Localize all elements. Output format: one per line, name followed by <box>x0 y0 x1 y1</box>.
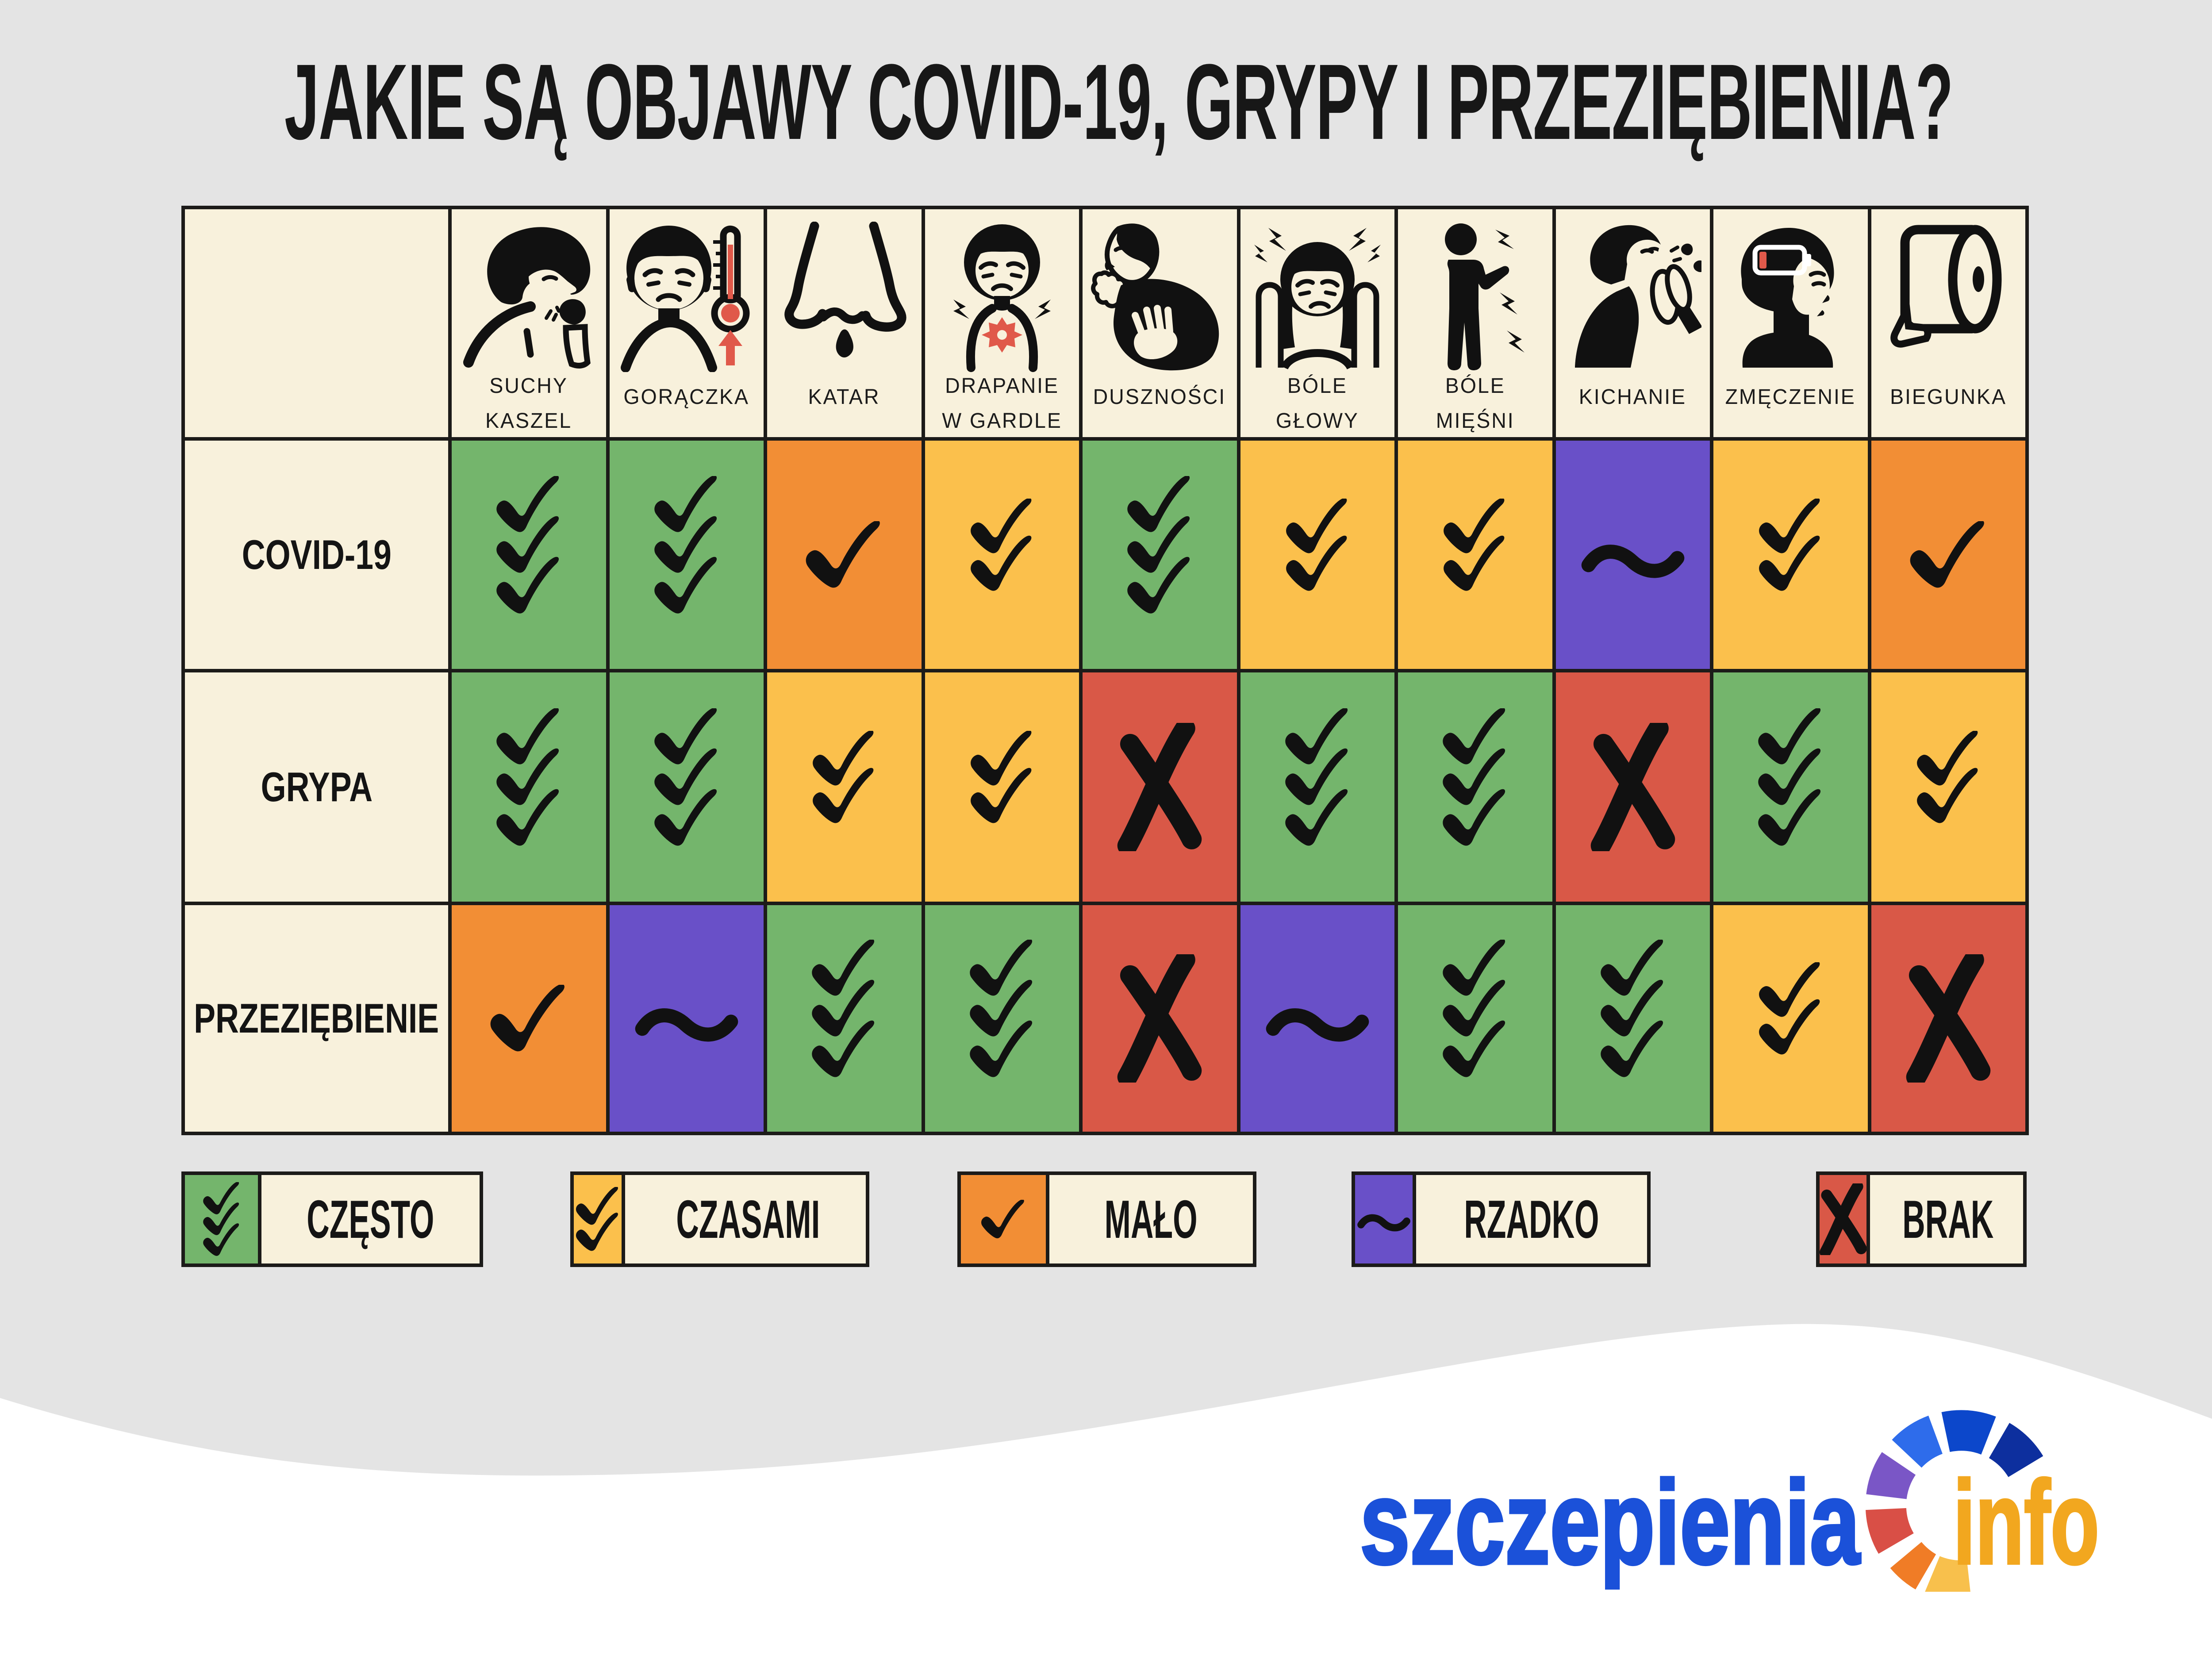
svg-text:info: info <box>1953 1456 2099 1589</box>
svg-text:szczepienia: szczepienia <box>1360 1456 1860 1590</box>
